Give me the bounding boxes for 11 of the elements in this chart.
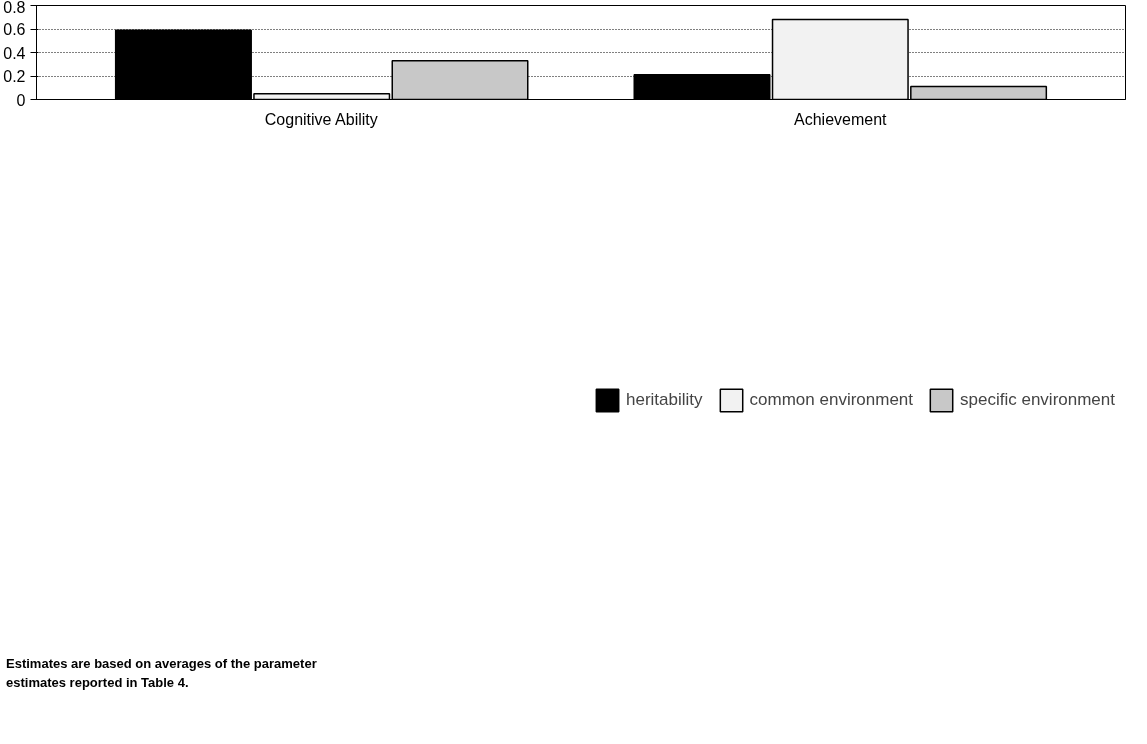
y-tick-label: 0	[16, 91, 26, 109]
y-tick-label: 0.4	[3, 44, 26, 62]
legend-label: specific environment	[960, 390, 1115, 410]
x-tick-label: Achievement	[794, 110, 888, 128]
y-tick-label: 0.2	[3, 68, 26, 85]
x-tick-label: Cognitive Ability	[264, 110, 378, 128]
y-tick-label: 0.8	[3, 0, 26, 16]
legend-label: heritability	[626, 390, 703, 410]
text: Estimates are based on averages of the parameter estimates reported in Table 4.	[6, 655, 318, 692]
legend-label: common environment	[749, 390, 914, 410]
y-tick-label: 0.6	[3, 21, 26, 38]
